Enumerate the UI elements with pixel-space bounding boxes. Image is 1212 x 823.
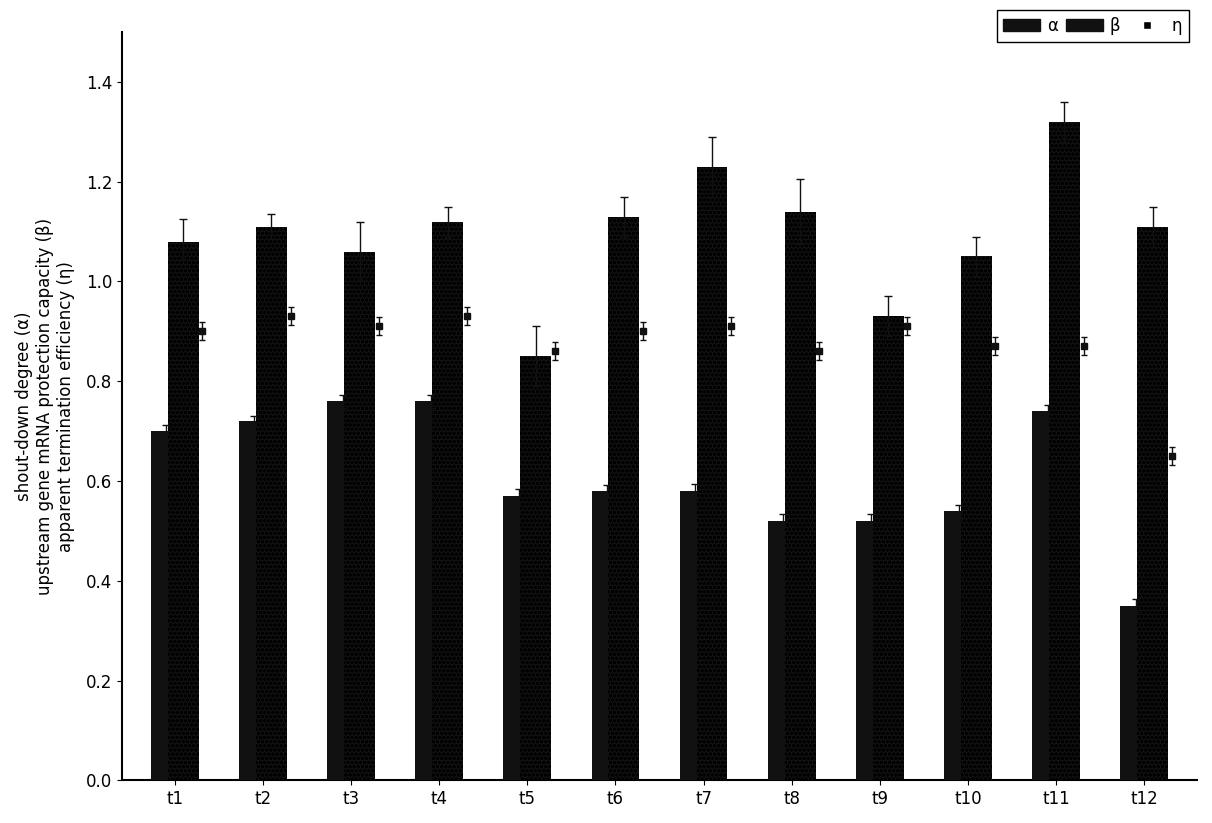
Bar <box>680 491 710 780</box>
Bar <box>697 167 727 780</box>
Bar <box>152 431 182 780</box>
Bar <box>256 226 287 780</box>
Bar <box>433 221 463 780</box>
Bar <box>608 216 639 780</box>
Bar <box>767 521 799 780</box>
Bar <box>503 496 534 780</box>
Bar <box>520 356 551 780</box>
Bar <box>168 241 199 780</box>
Bar <box>1120 606 1151 780</box>
Bar <box>961 257 991 780</box>
Bar <box>856 521 887 780</box>
Bar <box>873 316 904 780</box>
Y-axis label: shout-down degree (α)
upstream gene mRNA protection capacity (β)
apparent termin: shout-down degree (α) upstream gene mRNA… <box>15 217 75 595</box>
Bar <box>327 401 358 780</box>
Legend: α, β, η: α, β, η <box>996 11 1189 42</box>
Bar <box>1033 412 1063 780</box>
Bar <box>1137 226 1168 780</box>
Bar <box>344 252 375 780</box>
Bar <box>591 491 622 780</box>
Bar <box>944 511 974 780</box>
Bar <box>1050 122 1080 780</box>
Bar <box>416 401 446 780</box>
Bar <box>239 421 270 780</box>
Bar <box>784 212 816 780</box>
